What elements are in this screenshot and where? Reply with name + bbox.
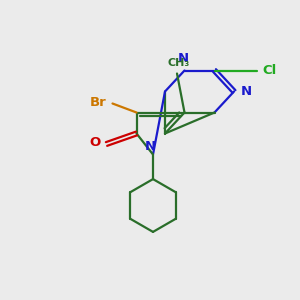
Text: Br: Br [90,95,106,109]
Text: N: N [177,52,189,65]
Text: Cl: Cl [262,64,277,77]
Text: N: N [144,140,156,153]
Text: O: O [89,136,100,149]
Text: CH₃: CH₃ [167,58,190,68]
Text: N: N [241,85,252,98]
